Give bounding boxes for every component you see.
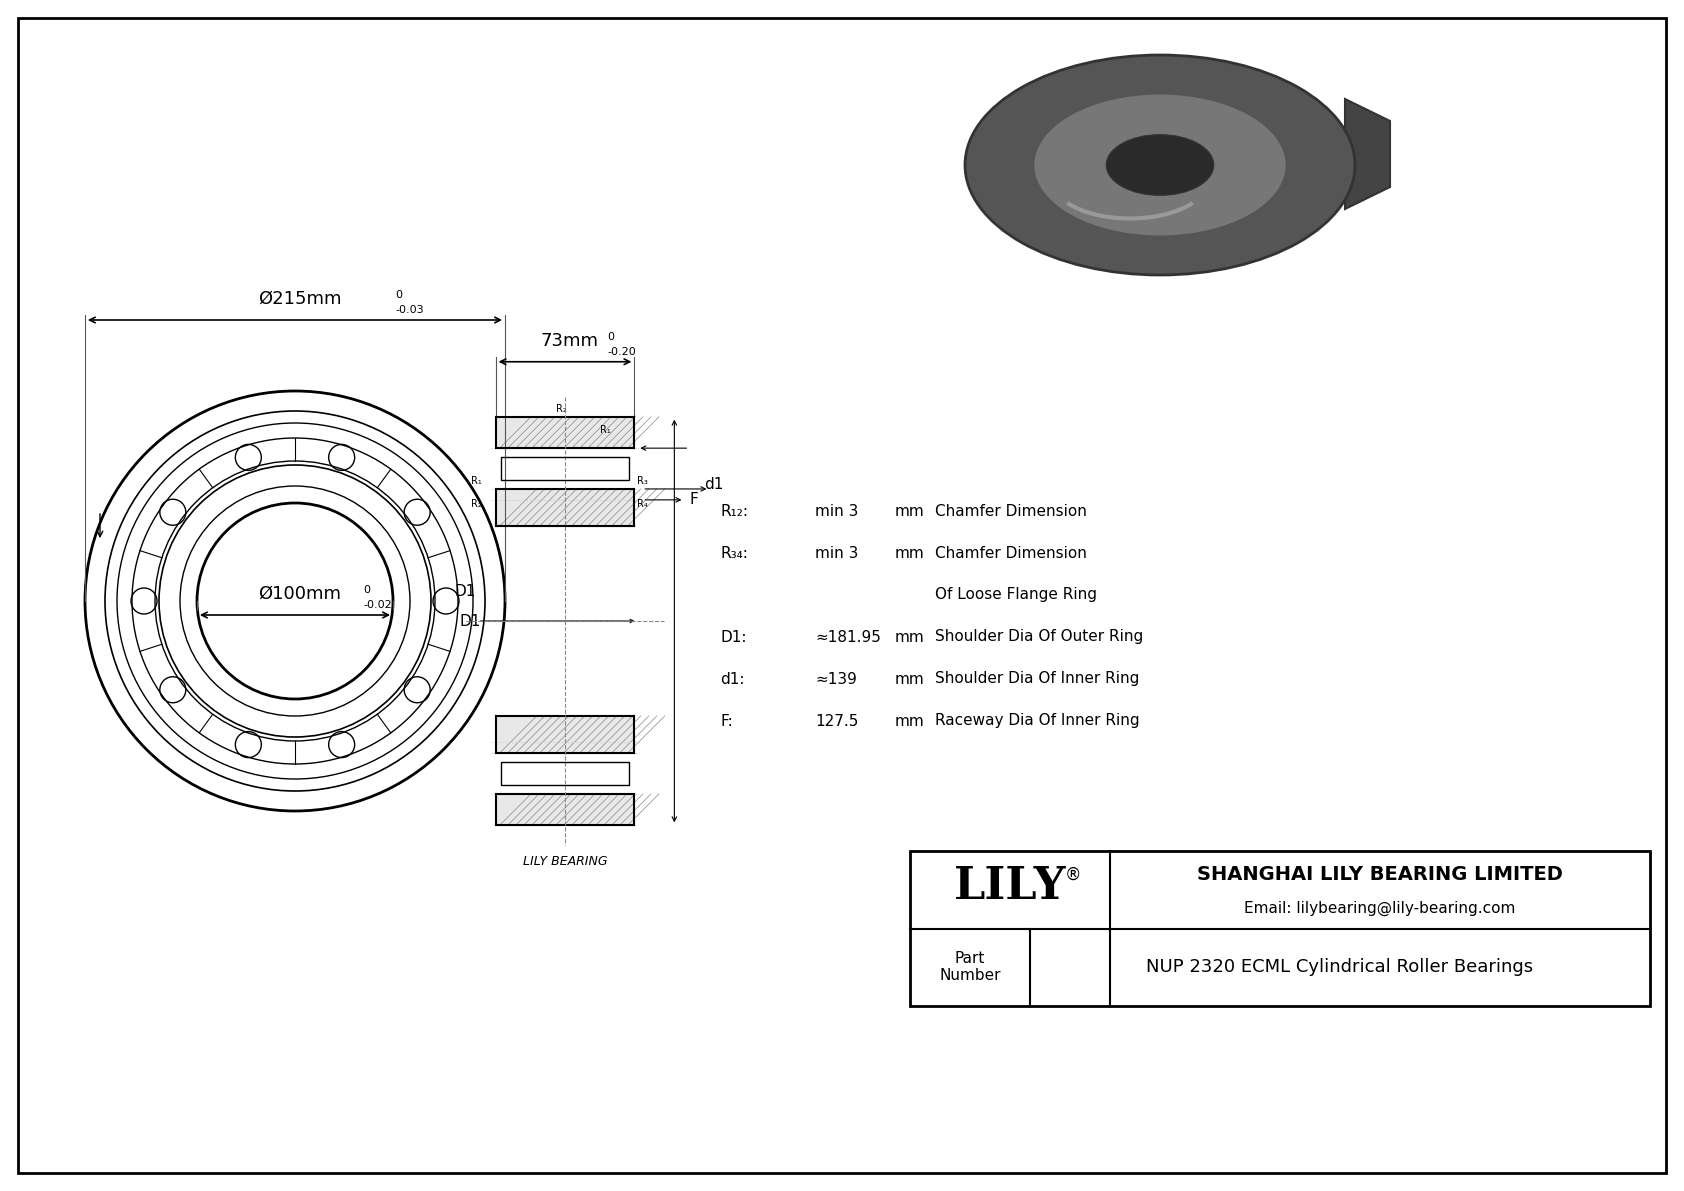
Text: 0: 0 [396,289,402,300]
Bar [500,762,630,785]
Text: 0: 0 [364,585,370,596]
Text: NUP 2320 ECML Cylindrical Roller Bearings: NUP 2320 ECML Cylindrical Roller Bearing… [1147,959,1534,977]
Text: LILY: LILY [953,865,1066,909]
Text: Shoulder Dia Of Inner Ring: Shoulder Dia Of Inner Ring [935,672,1140,686]
Text: F:: F: [721,713,733,729]
Text: ≈181.95: ≈181.95 [815,630,881,644]
Text: 0: 0 [606,332,615,342]
Text: mm: mm [894,713,925,729]
Text: Of Loose Flange Ring: Of Loose Flange Ring [935,587,1096,603]
Text: mm: mm [894,545,925,561]
Text: R₃: R₃ [637,476,648,486]
Ellipse shape [1034,94,1287,237]
Text: R₂: R₂ [556,404,566,413]
Text: mm: mm [894,630,925,644]
Text: d1:: d1: [721,672,744,686]
Ellipse shape [965,55,1356,275]
Text: R₁₂:: R₁₂: [721,504,748,518]
Text: mm: mm [894,504,925,518]
Text: R₄: R₄ [637,499,648,509]
Text: Chamfer Dimension: Chamfer Dimension [935,504,1086,518]
Text: LILY BEARING: LILY BEARING [522,855,608,868]
Text: Ø215mm: Ø215mm [258,289,342,308]
Text: -0.02: -0.02 [364,600,392,610]
Text: mm: mm [894,672,925,686]
Text: Part
Number: Part Number [940,952,1000,984]
Text: Email: lilybearing@lily-bearing.com: Email: lilybearing@lily-bearing.com [1244,900,1516,916]
Text: Raceway Dia Of Inner Ring: Raceway Dia Of Inner Ring [935,713,1140,729]
Text: min 3: min 3 [815,504,859,518]
Text: R₃₄:: R₃₄: [721,545,748,561]
Text: min 3: min 3 [815,545,859,561]
Text: R₁: R₁ [600,425,610,435]
Text: F: F [689,492,699,507]
Text: R₂: R₂ [472,499,482,509]
Text: 73mm: 73mm [541,332,600,350]
Polygon shape [1346,99,1389,208]
Text: ≈139: ≈139 [815,672,857,686]
Text: Shoulder Dia Of Outer Ring: Shoulder Dia Of Outer Ring [935,630,1143,644]
Text: ®: ® [1064,866,1081,884]
Text: d1: d1 [704,478,724,492]
Text: 127.5: 127.5 [815,713,859,729]
Text: -0.20: -0.20 [606,347,637,357]
Text: R₁: R₁ [472,476,482,486]
Bar [909,852,1650,1006]
Text: Ø100mm: Ø100mm [259,585,342,603]
Text: D1:: D1: [721,630,746,644]
Bar [500,457,630,480]
Text: -0.03: -0.03 [396,305,424,314]
Ellipse shape [1106,135,1214,195]
Text: Chamfer Dimension: Chamfer Dimension [935,545,1086,561]
Text: D1: D1 [455,584,475,599]
Text: D1: D1 [460,613,480,629]
Text: SHANGHAI LILY BEARING LIMITED: SHANGHAI LILY BEARING LIMITED [1197,865,1563,884]
